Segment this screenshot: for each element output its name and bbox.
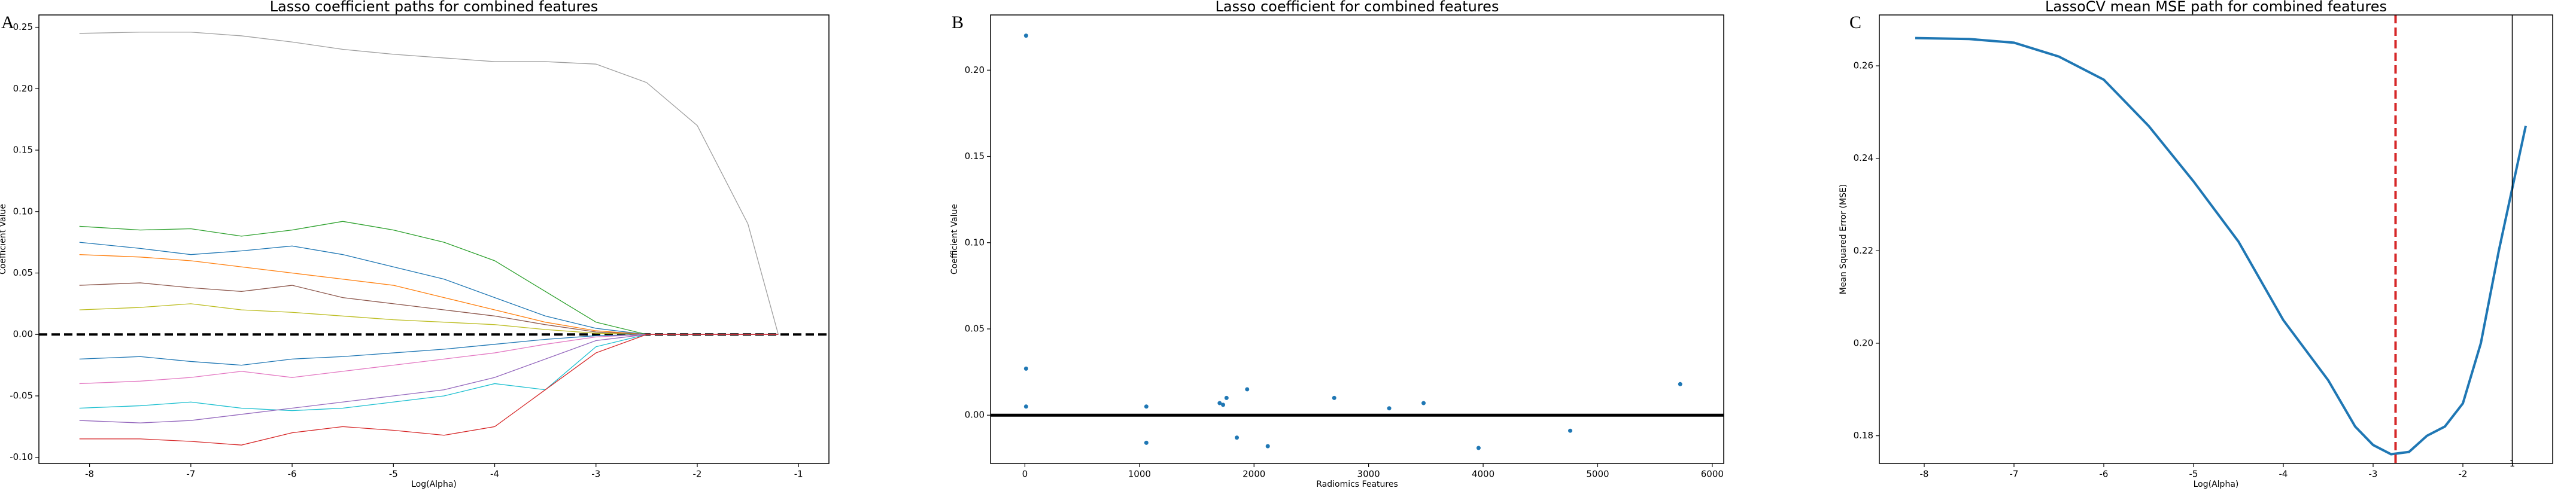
- line: [79, 282, 779, 335]
- y-tick-label: 0.20: [1854, 337, 1873, 348]
- point: [1144, 440, 1149, 445]
- y-tick-label: 0.15: [13, 145, 33, 155]
- point: [1224, 395, 1229, 400]
- y-tick-label: 0.05: [965, 324, 985, 334]
- y-tick-label: 0.24: [1854, 153, 1873, 163]
- y-tick-label: 0.18: [1854, 430, 1873, 441]
- line: [79, 221, 779, 335]
- x-tick-label: 5000: [1586, 469, 1609, 480]
- y-tick-label: 0.15: [965, 151, 985, 161]
- y-tick-label: 0.10: [965, 237, 985, 248]
- x-tick-label: -4: [490, 469, 499, 480]
- y-tick-label: 0.22: [1854, 245, 1873, 256]
- point: [1023, 404, 1028, 409]
- point: [1265, 444, 1270, 449]
- point: [1235, 435, 1240, 440]
- point: [1023, 33, 1028, 38]
- x-tick-label: -5: [2189, 469, 2198, 480]
- y-axis-label: Mean Squared Error (MSE): [1839, 184, 1848, 295]
- line: [79, 334, 779, 446]
- x-tick-label: 1000: [1128, 469, 1151, 480]
- line: [79, 334, 779, 411]
- x-axis-label: Radiomics Features: [1316, 480, 1398, 489]
- point: [1217, 401, 1222, 405]
- y-tick-label: -0.05: [10, 390, 33, 401]
- panel-label: A: [1, 13, 14, 32]
- point: [1387, 406, 1392, 411]
- y-tick-label: 0.10: [13, 206, 33, 216]
- line: [79, 334, 779, 385]
- point: [1144, 404, 1149, 409]
- x-tick-label: 2000: [1243, 469, 1265, 480]
- y-tick-label: 0.00: [13, 329, 33, 340]
- x-tick-label: -4: [2279, 469, 2288, 480]
- x-axis-label: Log(Alpha): [411, 480, 457, 489]
- x-tick-label: -6: [2100, 469, 2109, 480]
- x-tick-label: 3000: [1357, 469, 1380, 480]
- line: [79, 254, 779, 335]
- y-tick-label: 0.20: [965, 65, 985, 75]
- chart-title: LassoCV mean MSE path for combined featu…: [2045, 0, 2387, 15]
- x-tick-label: -5: [389, 469, 398, 480]
- x-tick-label: -6: [288, 469, 297, 480]
- x-tick-label: -3: [2369, 469, 2378, 480]
- point: [1678, 382, 1682, 386]
- chart-title: Lasso coefficient paths for combined fea…: [270, 0, 599, 15]
- x-tick-label: -3: [591, 469, 600, 480]
- point: [1023, 366, 1028, 371]
- x-tick-label: -7: [2010, 469, 2019, 480]
- y-tick-label: 0.00: [965, 410, 985, 420]
- point: [1221, 402, 1226, 407]
- panel-label: C: [1849, 13, 1861, 32]
- x-tick-label: -8: [85, 469, 94, 480]
- y-tick-label: 0.20: [13, 83, 33, 94]
- point: [1332, 395, 1336, 400]
- x-tick-label: 0: [1022, 469, 1028, 480]
- x-axis-label: Log(Alpha): [2194, 480, 2239, 489]
- plot-frame: [38, 14, 830, 464]
- x-tick-label: 6000: [1701, 469, 1724, 480]
- line: [79, 334, 779, 423]
- y-axis-label: Coefficient Value: [0, 204, 8, 275]
- point: [1421, 401, 1426, 405]
- x-tick-label: -2: [693, 469, 702, 480]
- point: [1476, 446, 1481, 450]
- x-tick-label: -8: [1920, 469, 1929, 480]
- plot-frame: [990, 14, 1724, 464]
- x-tick-label: -7: [186, 469, 195, 480]
- y-tick-label: 0.26: [1854, 60, 1873, 71]
- point: [1245, 387, 1250, 392]
- point: [1568, 428, 1573, 433]
- panel-label: B: [952, 13, 964, 32]
- line: [79, 242, 779, 335]
- line: [1915, 36, 2527, 456]
- x-tick-label: -1: [794, 469, 803, 480]
- y-tick-label: -0.10: [10, 452, 33, 462]
- y-axis-label: Coefficient Value: [950, 204, 959, 275]
- plot-frame: [1879, 14, 2553, 464]
- x-tick-label: -2: [2459, 469, 2468, 480]
- y-tick-label: 0.05: [13, 267, 33, 278]
- y-tick-label: 0.25: [13, 22, 33, 32]
- chart-title: Lasso coefficient for combined features: [1216, 0, 1499, 15]
- x-tick-label: 4000: [1472, 469, 1494, 480]
- line: [79, 32, 779, 335]
